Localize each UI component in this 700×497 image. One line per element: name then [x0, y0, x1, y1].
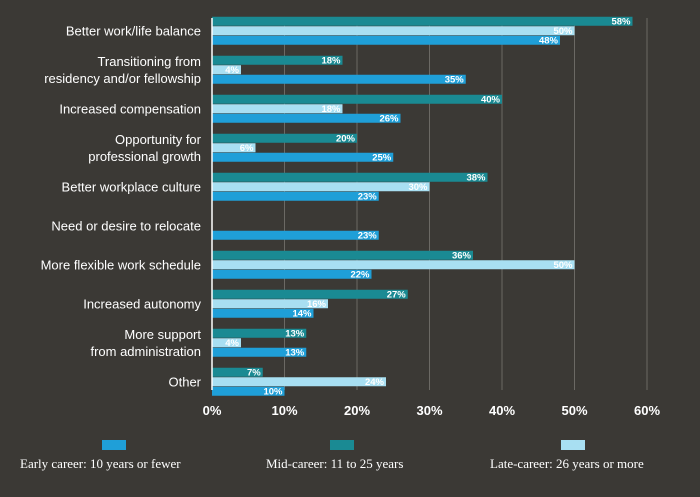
bar-value-label-late-career-4: 30%	[408, 182, 428, 193]
bar-value-label-mid-career-1: 18%	[321, 55, 341, 66]
legend-label-late-career: Late-career: 26 years or more	[490, 456, 644, 472]
bar-mid-career-0	[212, 17, 633, 26]
bar-value-label-early-career-4: 23%	[358, 191, 378, 202]
x-tick-label-10: 10%	[271, 403, 297, 418]
x-tick-label-20: 20%	[344, 403, 370, 418]
legend-label-early-career: Early career: 10 years or fewer	[20, 456, 181, 472]
bar-value-label-early-career-0: 48%	[539, 35, 559, 46]
bar-late-career-6	[212, 260, 575, 269]
legend-label-mid-career: Mid-career: 11 to 25 years	[266, 456, 403, 472]
category-label-5: Need or desire to relocate	[51, 219, 201, 234]
bar-value-label-mid-career-6: 36%	[452, 250, 472, 261]
bar-value-label-late-career-3: 6%	[240, 143, 254, 154]
bar-value-label-early-career-5: 23%	[358, 230, 378, 241]
x-tick-label-50: 50%	[561, 403, 587, 418]
category-label-0: Better work/life balance	[66, 24, 201, 39]
legend-swatch-early-career	[102, 440, 126, 450]
legend: Early career: 10 years or fewer Mid-care…	[0, 436, 700, 486]
bar-value-label-early-career-1: 35%	[445, 74, 465, 85]
legend-swatch-mid-career	[330, 440, 354, 450]
bar-late-career-0	[212, 26, 575, 35]
bar-early-career-6	[212, 270, 372, 279]
x-tick-label-0: 0%	[203, 403, 222, 418]
bar-value-label-late-career-1: 4%	[225, 65, 239, 76]
bar-early-career-1	[212, 75, 466, 84]
x-tick-label-60: 60%	[634, 403, 660, 418]
bar-value-label-late-career-8: 4%	[225, 338, 239, 349]
bar-value-label-mid-career-8: 13%	[285, 328, 305, 339]
bar-value-label-early-career-9: 10%	[263, 386, 283, 397]
bar-mid-career-2	[212, 95, 502, 104]
category-label-7: Increased autonomy	[83, 297, 201, 312]
bar-value-label-late-career-9: 24%	[365, 377, 385, 388]
category-label-9: Other	[168, 375, 201, 390]
category-label-3: Opportunity for professional growth	[88, 132, 201, 164]
x-tick-label-40: 40%	[489, 403, 515, 418]
bar-early-career-0	[212, 36, 560, 45]
category-label-6: More flexible work schedule	[41, 258, 201, 273]
bar-late-career-4	[212, 182, 430, 191]
bar-value-label-early-career-2: 26%	[379, 113, 399, 124]
category-label-8: More support from administration	[90, 327, 201, 359]
bar-early-career-5	[212, 231, 379, 240]
category-label-2: Increased compensation	[59, 102, 201, 117]
bar-value-label-mid-career-0: 58%	[611, 16, 631, 27]
bar-mid-career-4	[212, 173, 488, 182]
bar-value-label-mid-career-2: 40%	[481, 94, 501, 105]
legend-swatch-late-career	[561, 440, 585, 450]
bar-value-label-early-career-6: 22%	[350, 269, 370, 280]
bar-mid-career-6	[212, 251, 473, 260]
category-label-1: Transitioning from residency and/or fello…	[44, 54, 201, 86]
bar-value-label-mid-career-9: 7%	[247, 367, 261, 378]
bar-value-label-mid-career-7: 27%	[387, 289, 407, 300]
bar-late-career-9	[212, 377, 386, 386]
bar-mid-career-7	[212, 290, 408, 299]
bar-early-career-3	[212, 153, 393, 162]
bar-early-career-4	[212, 192, 379, 201]
x-tick-label-30: 30%	[416, 403, 442, 418]
bar-value-label-early-career-8: 13%	[285, 347, 305, 358]
bar-value-label-late-career-2: 18%	[321, 104, 341, 115]
bar-value-label-early-career-7: 14%	[292, 308, 312, 319]
bar-value-label-mid-career-4: 38%	[466, 172, 486, 183]
bar-early-career-2	[212, 114, 401, 123]
category-label-4: Better workplace culture	[62, 180, 201, 195]
bar-value-label-late-career-6: 50%	[553, 260, 573, 271]
bar-value-label-mid-career-3: 20%	[336, 133, 356, 144]
bar-value-label-early-career-3: 25%	[372, 152, 392, 163]
